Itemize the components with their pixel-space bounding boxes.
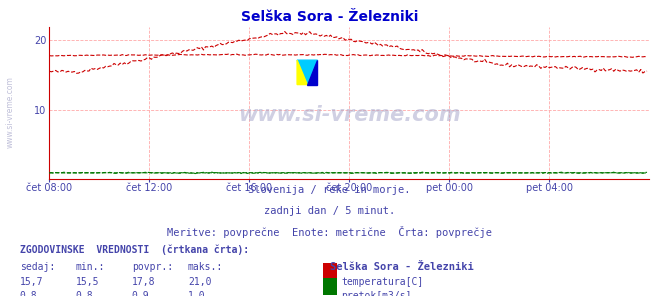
Text: temperatura[C]: temperatura[C]: [341, 277, 424, 287]
Text: 0,8: 0,8: [20, 291, 38, 296]
Text: zadnji dan / 5 minut.: zadnji dan / 5 minut.: [264, 206, 395, 216]
Text: povpr.:: povpr.:: [132, 262, 173, 272]
Polygon shape: [297, 60, 307, 85]
Polygon shape: [307, 60, 318, 85]
Text: www.si-vreme.com: www.si-vreme.com: [238, 105, 461, 125]
Text: ZGODOVINSKE  VREDNOSTI  (črtkana črta):: ZGODOVINSKE VREDNOSTI (črtkana črta):: [20, 244, 249, 255]
Text: 17,8: 17,8: [132, 277, 156, 287]
Text: 1,0: 1,0: [188, 291, 206, 296]
Text: sedaj:: sedaj:: [20, 262, 55, 272]
Text: pretok[m3/s]: pretok[m3/s]: [341, 291, 412, 296]
Text: 15,7: 15,7: [20, 277, 43, 287]
Polygon shape: [297, 60, 318, 85]
Text: 0,9: 0,9: [132, 291, 150, 296]
Text: min.:: min.:: [76, 262, 105, 272]
Text: maks.:: maks.:: [188, 262, 223, 272]
Text: Selška Sora - Železniki: Selška Sora - Železniki: [241, 10, 418, 24]
Text: 15,5: 15,5: [76, 277, 100, 287]
Text: Meritve: povprečne  Enote: metrične  Črta: povprečje: Meritve: povprečne Enote: metrične Črta:…: [167, 226, 492, 239]
Text: Selška Sora - Železniki: Selška Sora - Železniki: [330, 262, 473, 272]
Text: 21,0: 21,0: [188, 277, 212, 287]
Text: 0,8: 0,8: [76, 291, 94, 296]
Text: www.si-vreme.com: www.si-vreme.com: [5, 77, 14, 148]
Text: Slovenija / reke in morje.: Slovenija / reke in morje.: [248, 185, 411, 195]
